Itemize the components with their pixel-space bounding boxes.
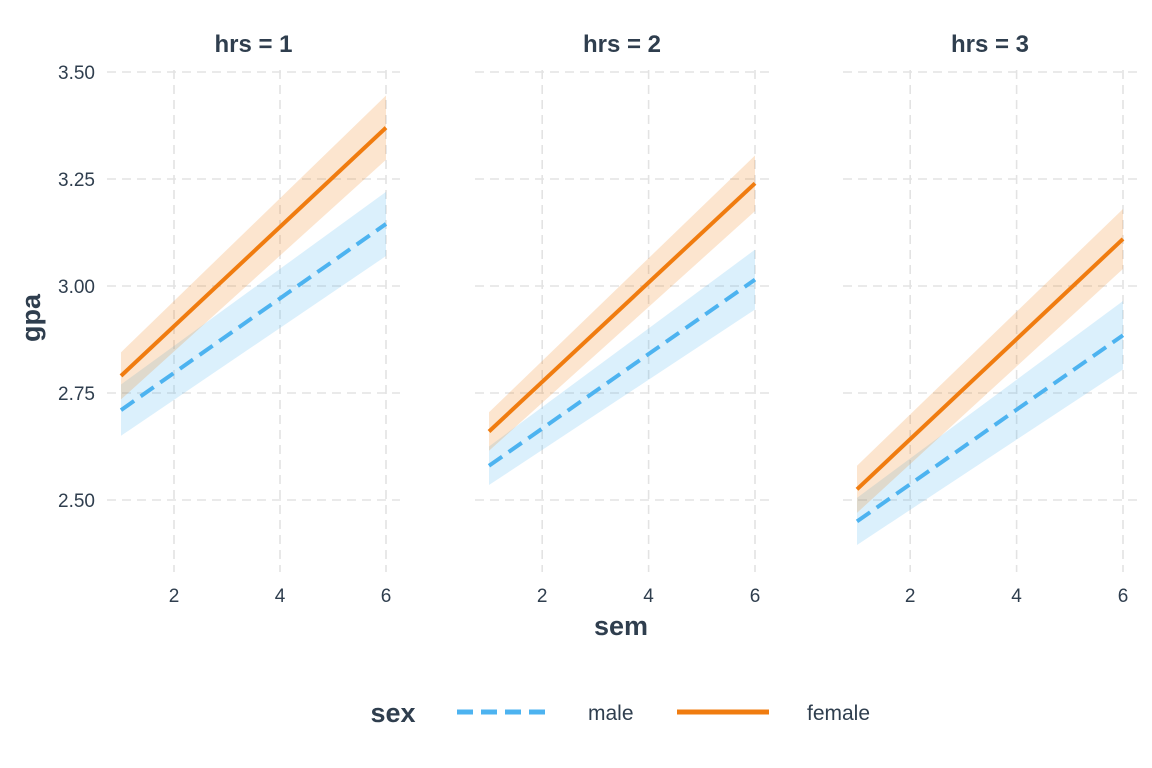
ci-band-female (121, 95, 386, 400)
y-axis-title: gpa (16, 293, 46, 342)
ci-band-female (857, 208, 1123, 513)
x-tick-label: 6 (381, 586, 392, 607)
ci-band-female (489, 155, 755, 451)
y-tick-label: 2.75 (58, 384, 95, 405)
facet-label: hrs = 1 (214, 31, 292, 58)
y-tick-label: 3.00 (58, 277, 95, 298)
facet-panel-2: hrs = 2 2 4 6 (475, 31, 769, 607)
x-tick-label: 2 (537, 586, 548, 607)
x-tick-label: 2 (905, 586, 916, 607)
facet-panel-3: hrs = 3 2 4 6 (843, 31, 1137, 607)
series-line-male (487, 277, 757, 468)
ci-band-male (857, 300, 1123, 545)
x-tick-label: 6 (1118, 586, 1129, 607)
y-axis: 2.50 2.75 3.00 3.25 3.50 (58, 63, 95, 512)
ci-band-male (121, 191, 386, 436)
facet-panels: hrs = 1 2 4 6 hrs = 2 2 4 6 hrs = 3 2 4 6 (107, 31, 1137, 607)
facet-panel-1: hrs = 1 2 4 6 (107, 31, 400, 607)
x-tick-label: 4 (1011, 586, 1022, 607)
series-line-female (855, 237, 1125, 491)
x-tick-label: 4 (643, 586, 654, 607)
x-tick-label: 2 (169, 586, 180, 607)
y-tick-label: 2.50 (58, 491, 95, 512)
facet-label: hrs = 3 (951, 31, 1029, 58)
legend-title: sex (370, 698, 415, 728)
legend-label-male: male (588, 702, 634, 725)
x-axis-title: sem (594, 611, 648, 641)
legend-label-female: female (807, 702, 870, 725)
ci-band-male (489, 249, 755, 486)
facet-label: hrs = 2 (583, 31, 661, 58)
series-line-male (855, 333, 1125, 524)
y-tick-label: 3.50 (58, 63, 95, 84)
legend: sex male female (370, 698, 870, 728)
x-tick-label: 6 (750, 586, 761, 607)
y-tick-label: 3.25 (58, 170, 95, 191)
series-line-male (119, 222, 388, 412)
series-line-female (119, 126, 388, 378)
x-tick-label: 4 (275, 586, 286, 607)
series-line-female (487, 181, 757, 433)
